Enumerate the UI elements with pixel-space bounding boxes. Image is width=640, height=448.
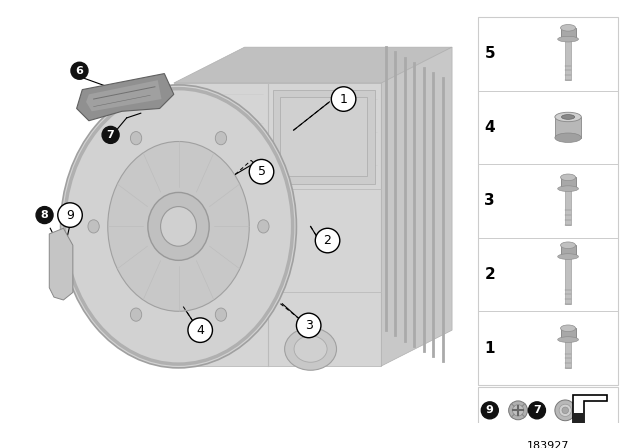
Text: 9: 9 bbox=[486, 405, 493, 415]
Polygon shape bbox=[573, 413, 584, 426]
Ellipse shape bbox=[108, 142, 249, 311]
Ellipse shape bbox=[561, 115, 575, 119]
Polygon shape bbox=[174, 47, 452, 83]
Ellipse shape bbox=[561, 325, 575, 332]
Ellipse shape bbox=[294, 336, 327, 362]
Bar bbox=[561, 328, 575, 340]
Ellipse shape bbox=[161, 207, 196, 246]
Ellipse shape bbox=[215, 132, 227, 145]
Bar bbox=[555, 117, 581, 138]
Bar bbox=[561, 245, 575, 257]
Circle shape bbox=[296, 313, 321, 338]
Text: 3: 3 bbox=[305, 319, 312, 332]
Bar bbox=[565, 257, 571, 304]
Ellipse shape bbox=[215, 308, 227, 321]
Ellipse shape bbox=[509, 401, 527, 420]
Ellipse shape bbox=[61, 85, 296, 368]
Circle shape bbox=[36, 207, 53, 224]
Ellipse shape bbox=[88, 220, 99, 233]
Polygon shape bbox=[381, 47, 452, 366]
Ellipse shape bbox=[555, 400, 575, 421]
Text: 4: 4 bbox=[196, 323, 204, 336]
Text: 1: 1 bbox=[340, 93, 348, 106]
Ellipse shape bbox=[557, 337, 579, 342]
Circle shape bbox=[188, 318, 212, 342]
Circle shape bbox=[102, 126, 119, 143]
Text: 5: 5 bbox=[484, 46, 495, 61]
Bar bbox=[561, 28, 575, 39]
Ellipse shape bbox=[561, 174, 575, 181]
Ellipse shape bbox=[559, 404, 572, 417]
Ellipse shape bbox=[148, 193, 209, 260]
Bar bbox=[565, 189, 571, 224]
Ellipse shape bbox=[557, 36, 579, 42]
Circle shape bbox=[71, 62, 88, 79]
Ellipse shape bbox=[561, 25, 575, 31]
Polygon shape bbox=[573, 395, 607, 426]
Bar bbox=[479, 387, 618, 434]
Bar bbox=[565, 340, 571, 368]
Ellipse shape bbox=[561, 242, 575, 249]
Text: 7: 7 bbox=[107, 130, 115, 140]
Ellipse shape bbox=[513, 405, 524, 416]
Ellipse shape bbox=[557, 254, 579, 259]
Text: 7: 7 bbox=[533, 405, 541, 415]
Ellipse shape bbox=[131, 132, 141, 145]
Circle shape bbox=[481, 402, 499, 419]
Text: 9: 9 bbox=[66, 209, 74, 222]
Ellipse shape bbox=[555, 133, 581, 142]
Polygon shape bbox=[77, 73, 174, 121]
Ellipse shape bbox=[555, 112, 581, 122]
Circle shape bbox=[316, 228, 340, 253]
Polygon shape bbox=[174, 83, 381, 366]
Ellipse shape bbox=[285, 328, 337, 370]
Circle shape bbox=[529, 402, 545, 419]
Circle shape bbox=[249, 159, 274, 184]
Text: 3: 3 bbox=[484, 194, 495, 208]
Text: 183927: 183927 bbox=[527, 441, 570, 448]
Text: 6: 6 bbox=[76, 66, 83, 76]
Text: 2: 2 bbox=[324, 234, 332, 247]
Ellipse shape bbox=[131, 308, 141, 321]
Bar bbox=[273, 90, 374, 184]
Bar bbox=[280, 97, 367, 177]
Text: 5: 5 bbox=[257, 165, 266, 178]
Circle shape bbox=[332, 87, 356, 111]
Bar bbox=[479, 17, 618, 385]
Polygon shape bbox=[49, 228, 73, 300]
Ellipse shape bbox=[557, 186, 579, 191]
Ellipse shape bbox=[258, 220, 269, 233]
Text: 4: 4 bbox=[484, 120, 495, 135]
Ellipse shape bbox=[562, 407, 568, 414]
Text: 8: 8 bbox=[41, 210, 49, 220]
Bar bbox=[565, 39, 571, 80]
Polygon shape bbox=[86, 80, 161, 111]
Text: 2: 2 bbox=[484, 267, 495, 282]
Circle shape bbox=[58, 203, 83, 227]
Bar bbox=[561, 177, 575, 189]
Text: 1: 1 bbox=[484, 340, 495, 356]
